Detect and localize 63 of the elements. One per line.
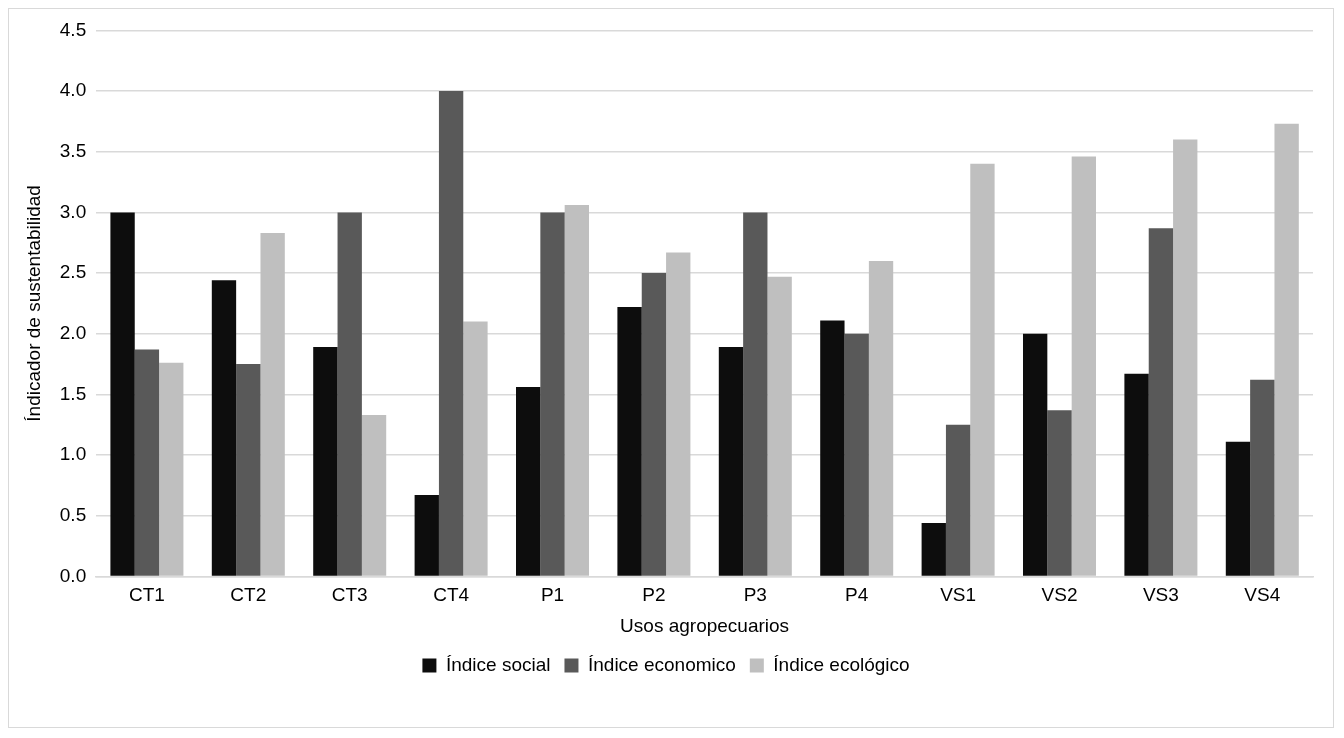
bar xyxy=(921,523,946,576)
bar xyxy=(718,347,744,576)
bar xyxy=(414,495,439,576)
y-tick-label: 3.0 xyxy=(59,200,87,222)
bar xyxy=(516,387,541,576)
x-tick-label: P2 xyxy=(642,584,666,606)
bar xyxy=(1071,156,1097,576)
bar xyxy=(313,347,338,576)
x-axis-title: Usos agropecuarios xyxy=(620,614,790,636)
x-tick-label: CT4 xyxy=(433,584,470,606)
bar xyxy=(438,91,464,576)
x-tick-label: VS3 xyxy=(1142,584,1179,606)
y-tick-label: 4.0 xyxy=(59,79,87,101)
bar xyxy=(134,349,160,576)
y-axis-title: Índicador de sustentabilidad xyxy=(22,185,44,422)
y-tick-label: 2.5 xyxy=(59,261,87,283)
x-tick-label: P1 xyxy=(540,584,565,606)
legend-label: Índice ecológico xyxy=(773,653,910,675)
y-tick-label: 2.0 xyxy=(59,321,87,343)
bar xyxy=(540,212,565,576)
bar xyxy=(617,307,642,576)
bar xyxy=(1148,228,1174,576)
bar xyxy=(970,163,995,576)
legend-label: Índice economico xyxy=(587,653,736,675)
bar xyxy=(820,320,845,576)
bar xyxy=(767,276,792,576)
bar xyxy=(211,280,237,576)
bar xyxy=(1047,410,1072,576)
x-tick-label: CT3 xyxy=(331,584,368,606)
y-tick-label: 1.0 xyxy=(59,443,87,465)
bar xyxy=(236,364,261,576)
bar xyxy=(743,212,768,576)
bar xyxy=(361,415,387,576)
x-tick-label: VS2 xyxy=(1041,584,1078,606)
x-tick-label: VS1 xyxy=(940,584,977,606)
bar xyxy=(159,362,184,576)
x-tick-label: P3 xyxy=(743,584,767,606)
bar xyxy=(1274,123,1299,576)
y-tick-label: 4.5 xyxy=(59,18,87,40)
bar xyxy=(1250,379,1275,576)
x-tick-label: CT1 xyxy=(128,584,165,606)
bar xyxy=(1124,373,1149,576)
bar xyxy=(844,333,869,576)
bar xyxy=(666,252,691,576)
bar xyxy=(337,212,362,576)
bar xyxy=(1023,333,1048,576)
y-tick-label: 1.5 xyxy=(59,382,87,404)
bar xyxy=(260,233,285,576)
bar xyxy=(945,424,971,576)
bar xyxy=(641,273,667,576)
bar xyxy=(1225,441,1251,576)
bar xyxy=(1173,139,1198,576)
bar xyxy=(868,260,894,576)
y-tick-label: 0.0 xyxy=(59,564,87,586)
legend-label: Índice social xyxy=(445,653,551,675)
bar xyxy=(463,321,488,576)
x-tick-label: CT2 xyxy=(230,584,267,606)
x-tick-label: P4 xyxy=(845,584,869,606)
bar xyxy=(564,205,590,576)
x-tick-label: VS4 xyxy=(1244,584,1281,606)
y-tick-label: 3.5 xyxy=(59,139,87,161)
y-tick-label: 0.5 xyxy=(59,503,87,525)
bar xyxy=(110,212,135,576)
